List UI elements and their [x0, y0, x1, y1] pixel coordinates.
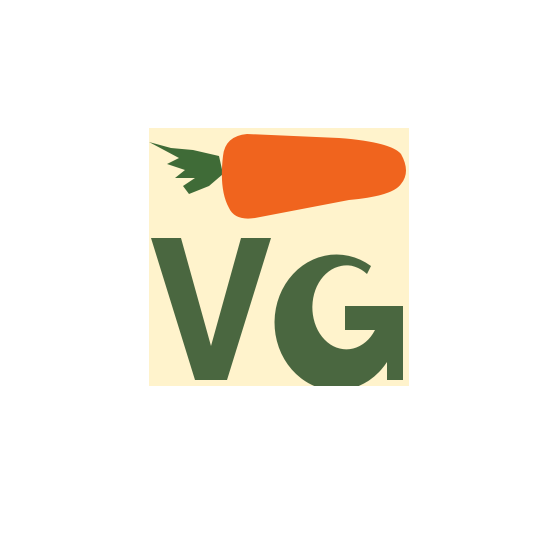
- vg-letters: [151, 238, 403, 386]
- letter-g: [274, 254, 403, 386]
- carrot-body: [221, 134, 406, 219]
- logo-graphic: [149, 128, 409, 386]
- carrot-leaves: [149, 142, 223, 194]
- vg-logo: [149, 128, 409, 386]
- carrot-icon: [149, 134, 406, 219]
- letter-v: [151, 238, 271, 380]
